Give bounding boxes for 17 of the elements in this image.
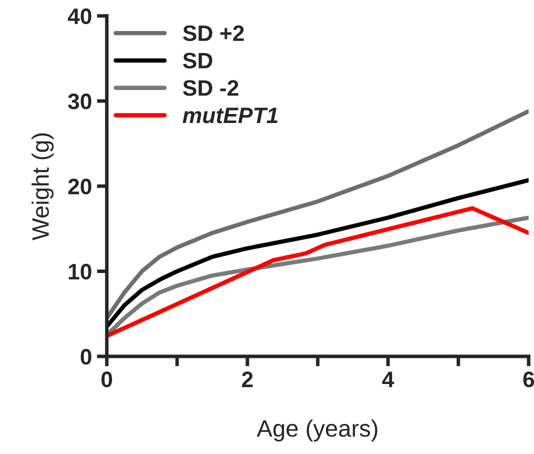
x-tick-label: 0: [102, 372, 112, 388]
x-tick-label: 6: [523, 372, 534, 388]
x-tick-label: 4: [382, 372, 394, 388]
y-axis-title: Weight (g): [32, 133, 54, 240]
line-series: [106, 178, 529, 329]
legend-label: mutEPT1: [182, 108, 278, 124]
y-tick-label: 30: [68, 94, 92, 110]
y-tick-label: 10: [68, 264, 92, 280]
x-tick-label: 2: [242, 372, 253, 388]
legend-label: SD +2: [182, 25, 244, 42]
legend-label: SD -2: [182, 80, 238, 96]
line-series: [106, 109, 529, 320]
y-tick-label: 40: [68, 8, 92, 24]
legend-label: SD: [182, 52, 212, 68]
y-tick-label: 0: [80, 348, 92, 365]
x-axis-title: Age (years): [256, 419, 378, 442]
y-tick-label: 20: [68, 178, 92, 194]
